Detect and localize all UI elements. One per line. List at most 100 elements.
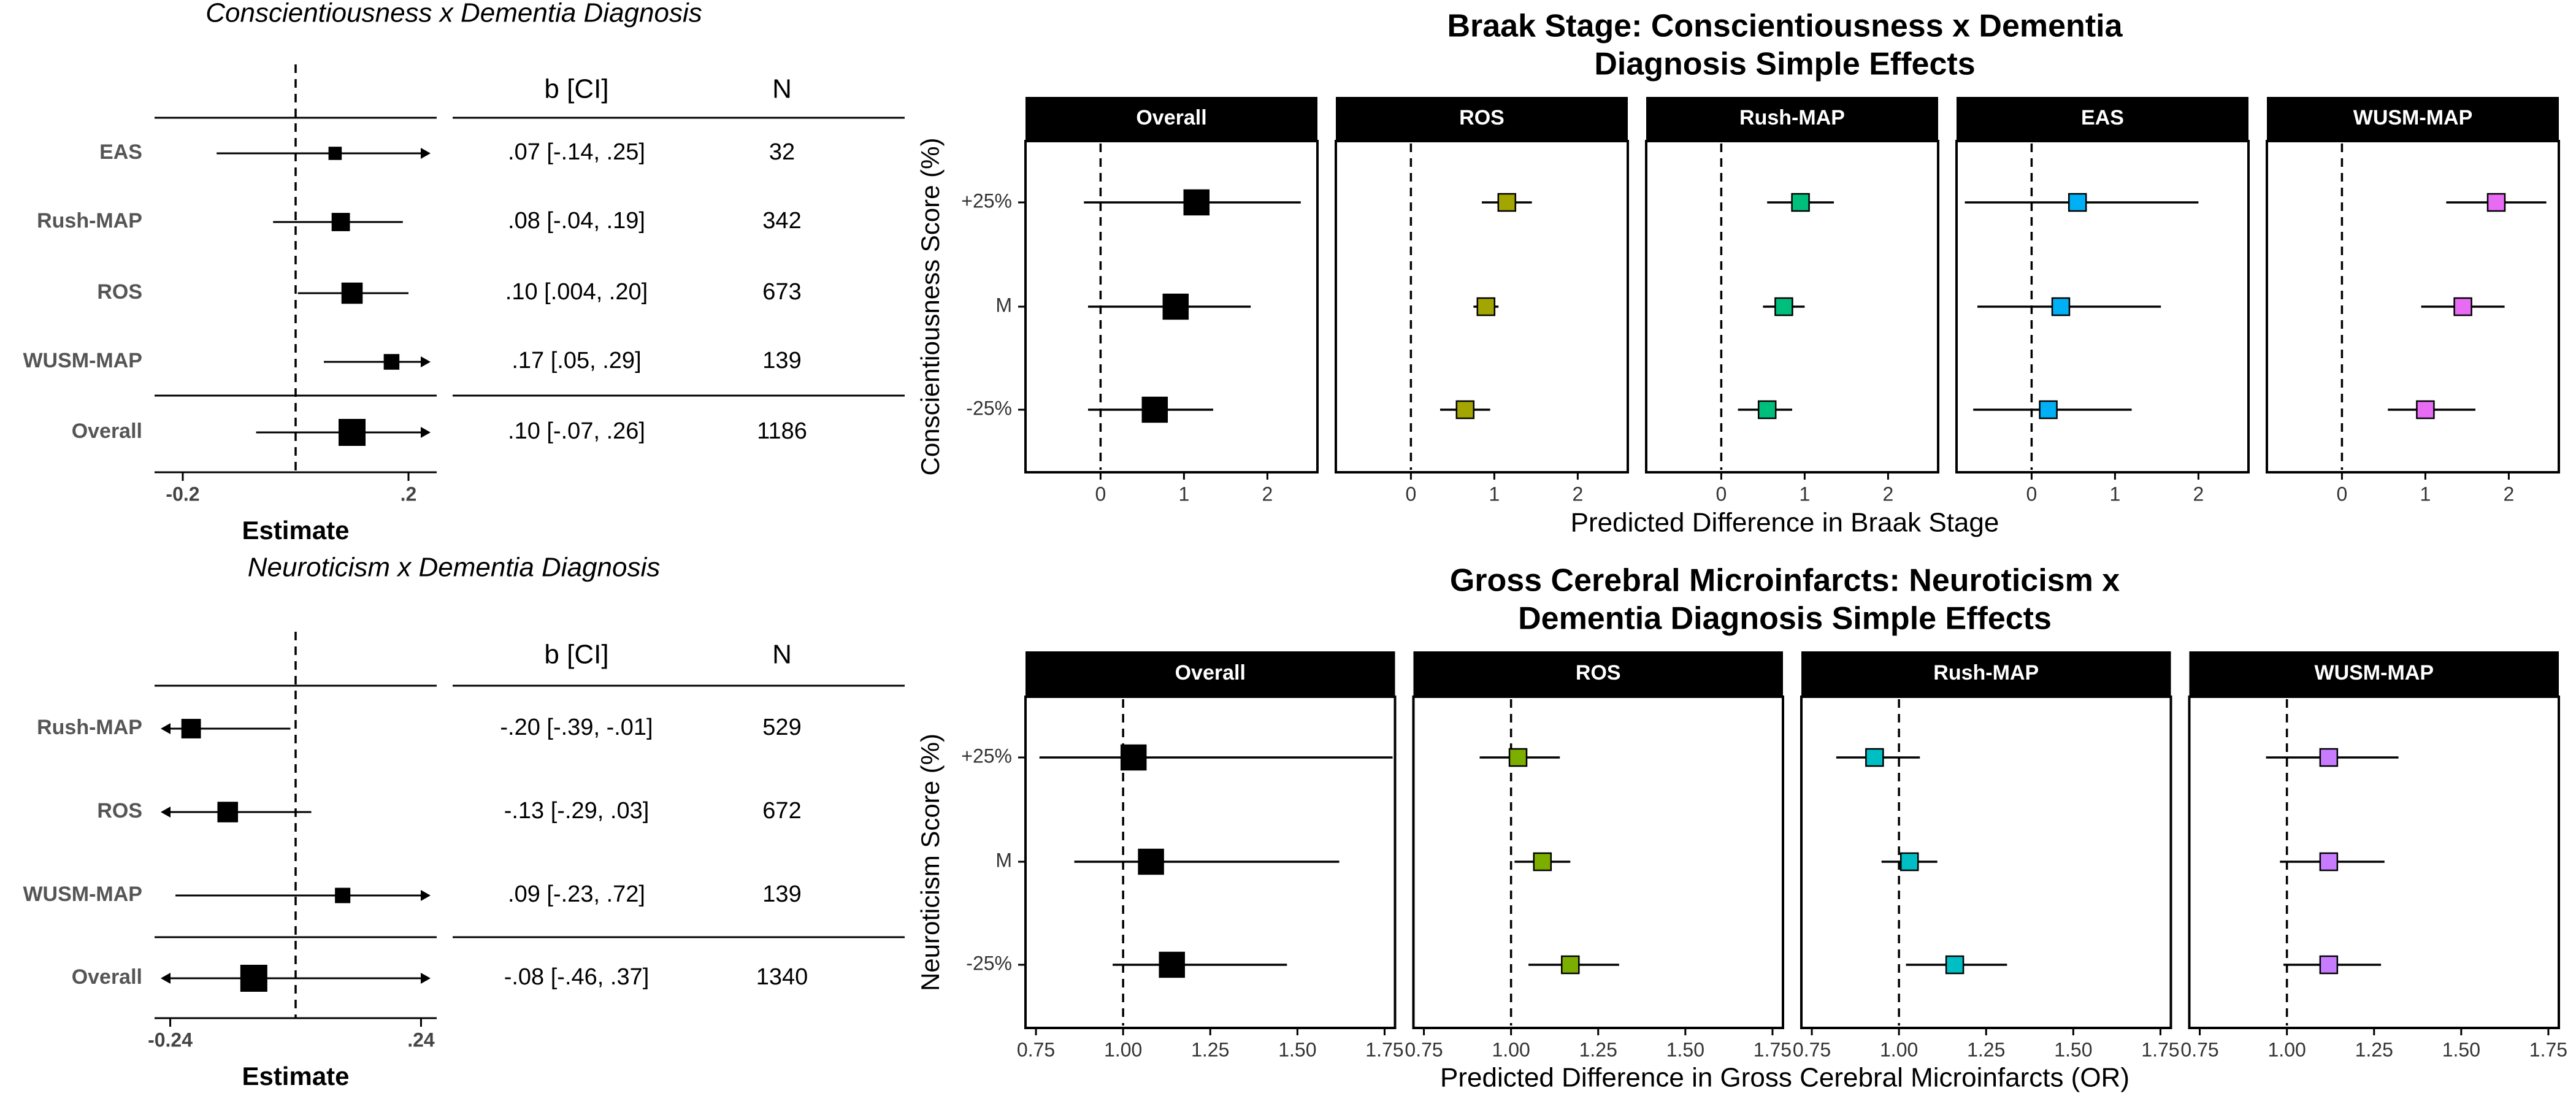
column-header-ci: b [CI]: [544, 74, 608, 104]
x-tick-label: .24: [407, 1029, 435, 1051]
x-tick-label: 1.75: [1365, 1038, 1403, 1060]
ci-text: .09 [-.23, .72]: [508, 881, 645, 907]
ci-arrow-right: [421, 890, 431, 901]
ci-text: -.20 [-.39, -.01]: [500, 715, 653, 740]
column-header-ci: b [CI]: [544, 640, 608, 670]
facet-label: ROS: [1576, 661, 1621, 684]
x-tick-label: 0: [1406, 483, 1417, 505]
facet-strip: [1336, 97, 1628, 141]
point-estimate: [335, 887, 351, 903]
chart-title: Dementia Diagnosis Simple Effects: [1518, 601, 2052, 637]
x-tick-label: 1.75: [2141, 1038, 2179, 1060]
n-text: 673: [762, 279, 801, 305]
column-header-n: N: [772, 74, 792, 104]
facet-chart-2: Braak Stage: Conscientiousness x Dementi…: [916, 9, 2560, 538]
n-text: 32: [769, 139, 795, 165]
point-estimate: [2068, 193, 2087, 212]
x-tick-label: 1.50: [2442, 1038, 2480, 1060]
facet-ros: ROS 0 1 2: [1335, 97, 1629, 505]
ci-arrow-left: [161, 973, 171, 984]
point-estimate: [1183, 189, 1210, 216]
facet-strip: [1413, 651, 1783, 697]
ci-arrow-left: [161, 723, 171, 734]
point-estimate: [331, 213, 350, 231]
ci-text: .07 [-.14, .25]: [508, 139, 645, 165]
forest-row: Overall .10 [-.07, .26] 1186: [72, 418, 807, 446]
point-estimate: [1791, 193, 1810, 212]
study-label: WUSM-MAP: [23, 349, 142, 372]
facet-label: ROS: [1459, 106, 1505, 129]
point-estimate: [341, 282, 363, 304]
y-tick-label: -25%: [966, 952, 1012, 974]
ci-arrow-right: [421, 427, 431, 438]
point-estimate: [2486, 193, 2506, 212]
x-tick-label: 1.75: [2529, 1038, 2567, 1060]
y-tick-label: -25%: [966, 397, 1012, 419]
chart-title: Diagnosis Simple Effects: [1594, 47, 1975, 82]
forest-row: Rush-MAP -.20 [-.39, -.01] 529: [37, 715, 802, 740]
study-label: Overall: [72, 420, 142, 443]
ci-text: .10 [.004, .20]: [505, 279, 648, 305]
study-label: WUSM-MAP: [23, 883, 142, 906]
point-estimate: [240, 965, 267, 992]
study-label: ROS: [97, 280, 142, 304]
point-estimate: [2319, 748, 2339, 767]
x-tick-label: 0.75: [1405, 1038, 1443, 1060]
y-tick-label: M: [995, 849, 1012, 871]
study-label: Overall: [72, 965, 142, 989]
point-estimate: [1497, 193, 1517, 212]
y-tick-label: +25%: [961, 190, 1012, 212]
facet-wusm-map: WUSM-MAP 0.75 1.00 1.25 1.50 1.75: [2180, 651, 2567, 1060]
x-tick-label: 0: [1716, 483, 1727, 505]
forest-row: EAS .07 [-.14, .25] 32: [99, 139, 795, 165]
facet-rush-map: Rush-MAP 0 1 2: [1645, 97, 1939, 505]
facet-panel: [1024, 140, 1319, 473]
forest-plot-0: Conscientiousness x Dementia Diagnosis b …: [23, 0, 905, 545]
x-tick-label: 2: [1883, 483, 1894, 505]
x-tick-label: 2: [2504, 483, 2515, 505]
x-tick-label: 0.75: [1793, 1038, 1831, 1060]
point-estimate: [1120, 744, 1147, 771]
point-estimate: [181, 719, 201, 738]
facet-label: Overall: [1175, 661, 1246, 684]
ci-text: .17 [.05, .29]: [512, 348, 641, 374]
x-tick-label: 0.75: [1017, 1038, 1055, 1060]
ci-arrow-left: [161, 807, 171, 818]
facet-panel: [1955, 140, 2250, 473]
x-tick-label: 1: [2110, 483, 2121, 505]
point-estimate: [1774, 297, 1793, 316]
x-tick-label: -0.2: [166, 483, 199, 505]
point-estimate: [328, 147, 342, 160]
forest-plot-1: Neuroticism x Dementia Diagnosis b [CI] N R…: [23, 553, 905, 1091]
y-tick-label: M: [995, 294, 1012, 316]
forest-title: Conscientiousness x Dementia Diagnosis: [205, 0, 702, 28]
chart-title: Braak Stage: Conscientiousness x Dementi…: [1447, 9, 2123, 44]
facet-strip: [1646, 97, 1938, 141]
x-tick-label: 1: [2420, 483, 2431, 505]
x-tick-label: 1.25: [1579, 1038, 1617, 1060]
facet-label: WUSM-MAP: [2353, 106, 2473, 129]
x-tick-label: 0.75: [2180, 1038, 2218, 1060]
x-tick-label: .2: [401, 483, 417, 505]
study-label: Rush-MAP: [37, 209, 142, 232]
chart-title: Gross Cerebral Microinfarcts: Neuroticis…: [1450, 563, 2120, 599]
y-axis-title: Conscientiousness Score (%): [916, 138, 945, 476]
x-tick-label: -0.24: [148, 1029, 193, 1051]
point-estimate: [1162, 293, 1189, 320]
x-axis-title: Predicted Difference in Braak Stage: [1571, 508, 1999, 538]
n-text: 1186: [757, 418, 807, 444]
facet-strip: [2267, 97, 2559, 141]
forest-row: ROS .10 [.004, .20] 673: [97, 279, 801, 305]
x-tick-label: 1.00: [1104, 1038, 1142, 1060]
facet-ros: ROS 0.75 1.00 1.25 1.50 1.75: [1405, 651, 1792, 1060]
x-tick-label: 1: [1489, 483, 1500, 505]
ci-text: .10 [-.07, .26]: [508, 418, 645, 444]
facet-strip: [1957, 97, 2248, 141]
x-tick-label: 2: [2193, 483, 2204, 505]
x-tick-label: 1.75: [1754, 1038, 1792, 1060]
point-estimate: [2051, 297, 2071, 316]
point-estimate: [2416, 400, 2435, 420]
forest-row: Overall -.08 [-.46, .37] 1340: [72, 964, 808, 992]
point-estimate: [1945, 955, 1965, 975]
